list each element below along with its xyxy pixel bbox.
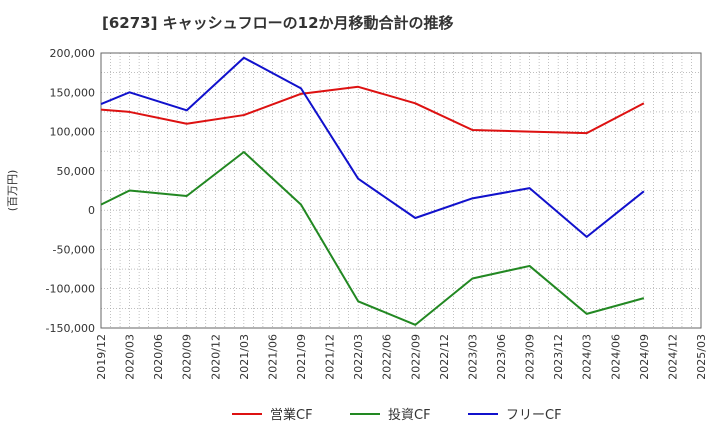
x-tick-label: 2024/12	[666, 334, 679, 380]
x-tick-label: 2020/09	[181, 334, 194, 380]
x-tick-label: 2021/03	[238, 334, 251, 380]
x-tick-label: 2023/03	[466, 334, 479, 380]
x-tick-label: 2019/12	[95, 334, 108, 380]
x-tick-label: 2022/06	[381, 334, 394, 380]
x-tick-label: 2020/06	[152, 334, 165, 380]
series-line	[100, 85, 645, 135]
y-tick-label: -50,000	[53, 243, 95, 256]
legend-label: 投資CF	[388, 407, 431, 423]
y-tick-label: 0	[88, 204, 95, 217]
grid-layer	[100, 52, 702, 329]
x-tick-label: 2024/09	[638, 334, 651, 380]
plot-frame	[100, 52, 702, 329]
x-tick-label: 2023/09	[524, 334, 537, 380]
chart-title: [6273] キャッシュフローの12か月移動合計の推移	[102, 14, 454, 32]
x-tick-label: 2025/03	[695, 334, 708, 380]
x-tick-label: 2021/09	[295, 334, 308, 380]
x-tick-label: 2023/12	[552, 334, 565, 380]
y-axis-label: (百万円)	[6, 170, 19, 212]
x-tick-label: 2021/12	[324, 334, 337, 380]
x-tick-label: 2022/12	[438, 334, 451, 380]
x-tick-label: 2023/06	[495, 334, 508, 380]
legend-label: 営業CF	[270, 407, 313, 423]
x-tick-label: 2020/03	[124, 334, 137, 380]
x-tick-label: 2022/03	[352, 334, 365, 380]
legend-label: フリーCF	[506, 408, 562, 423]
series-layer	[100, 56, 645, 326]
series-line	[100, 56, 645, 238]
y-tick-label: 50,000	[57, 165, 96, 178]
x-tick-label: 2024/06	[609, 334, 622, 380]
y-axis: 200,000 150,000 100,000 50,000 0 -50,000 -100,…	[46, 47, 95, 335]
y-tick-label: 150,000	[50, 86, 96, 99]
x-tick-label: 2020/12	[209, 334, 222, 380]
x-tick-label: 2024/03	[581, 334, 594, 380]
x-axis: 2019/12 2020/03 2020/06 2020/09 2020/12 2021/…	[95, 334, 708, 380]
y-tick-label: -150,000	[46, 322, 95, 335]
y-tick-label: 100,000	[50, 126, 96, 139]
x-tick-label: 2022/09	[409, 334, 422, 380]
series-line	[100, 151, 645, 326]
legend: 営業CF 投資CF フリーCF	[232, 407, 562, 423]
y-tick-label: -100,000	[46, 283, 95, 296]
y-tick-label: 200,000	[50, 47, 96, 60]
x-tick-label: 2021/06	[266, 334, 279, 380]
